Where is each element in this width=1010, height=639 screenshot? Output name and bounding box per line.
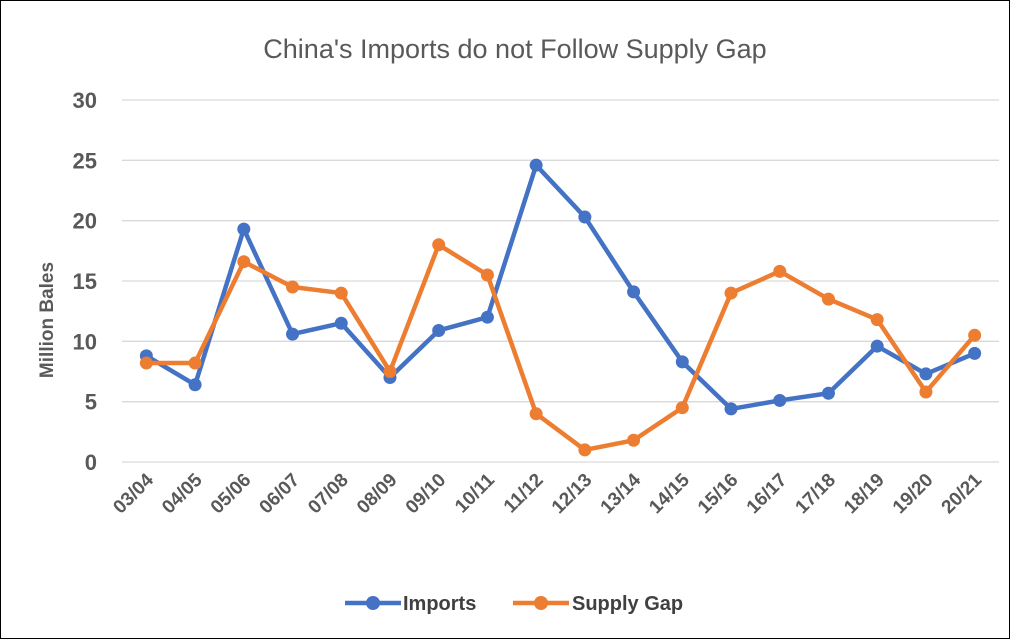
data-point — [578, 210, 592, 224]
data-point — [724, 402, 738, 416]
data-point — [529, 407, 543, 421]
data-point — [188, 356, 202, 370]
x-tick-label: 20/21 — [938, 469, 987, 518]
x-axis-ticks: 03/04 04/05 05/06 06/07 07/08 08/09 09/10 10/11… — [109, 469, 986, 518]
data-point — [968, 328, 982, 342]
x-tick-label: 19/20 — [889, 470, 937, 518]
legend-item: Supply Gap — [513, 593, 683, 615]
y-tick-label: 5 — [85, 390, 97, 415]
data-point — [578, 443, 592, 457]
data-point — [480, 310, 494, 324]
data-point — [286, 327, 300, 341]
data-point — [286, 280, 300, 294]
legend: Imports Supply Gap — [345, 593, 683, 615]
x-tick-label: 07/08 — [304, 470, 352, 518]
legend-label: Supply Gap — [572, 593, 683, 615]
y-tick-label: 25 — [73, 148, 97, 173]
data-point — [627, 285, 641, 299]
x-tick-label: 14/15 — [645, 469, 694, 518]
data-point — [919, 385, 933, 399]
data-point — [919, 367, 933, 381]
data-point — [432, 238, 446, 252]
y-tick-label: 30 — [73, 88, 97, 113]
series-lines — [139, 158, 982, 457]
y-axis-ticks: 0 5 10 15 20 25 30 — [73, 88, 97, 475]
series-line — [146, 242, 977, 453]
legend-marker — [534, 596, 548, 610]
data-point — [237, 255, 251, 269]
data-point — [870, 313, 884, 327]
y-tick-label: 0 — [85, 450, 97, 475]
data-point — [821, 386, 835, 400]
chart-title: China's Imports do not Follow Supply Gap — [263, 34, 766, 64]
data-point — [237, 222, 251, 236]
data-point — [773, 264, 787, 278]
x-tick-label: 12/13 — [548, 470, 596, 518]
data-point — [529, 158, 543, 172]
series-supply-gap — [139, 238, 982, 457]
data-point — [675, 401, 689, 415]
data-point — [821, 292, 835, 306]
x-tick-label: 17/18 — [792, 470, 840, 518]
y-tick-label: 15 — [73, 269, 97, 294]
data-point — [870, 339, 884, 353]
x-tick-label: 08/09 — [353, 470, 401, 518]
x-tick-label: 13/14 — [597, 469, 646, 518]
series-line — [145, 162, 976, 412]
data-point — [675, 355, 689, 369]
x-tick-label: 18/19 — [840, 470, 888, 518]
x-tick-label: 10/11 — [451, 469, 499, 517]
x-tick-label: 09/10 — [402, 470, 450, 518]
legend-marker — [366, 596, 380, 610]
data-point — [139, 356, 153, 370]
x-tick-label: 04/05 — [158, 469, 207, 518]
data-point — [968, 346, 982, 360]
data-point — [627, 433, 641, 447]
y-tick-label: 20 — [73, 209, 97, 234]
data-point — [773, 393, 787, 407]
x-tick-label: 03/04 — [109, 469, 158, 518]
data-point — [334, 316, 348, 330]
x-tick-label: 16/17 — [743, 470, 791, 518]
y-tick-label: 10 — [73, 329, 97, 354]
data-point — [334, 286, 348, 300]
x-tick-label: 05/06 — [207, 470, 255, 518]
data-point — [480, 268, 494, 282]
x-tick-label: 11/12 — [500, 470, 548, 518]
legend-label: Imports — [403, 593, 476, 615]
legend-item: Imports — [345, 593, 476, 615]
gridlines — [122, 99, 999, 463]
data-point — [724, 286, 738, 300]
data-point — [188, 378, 202, 392]
series-imports — [139, 158, 982, 416]
x-tick-label: 15/16 — [694, 470, 742, 518]
data-point — [432, 323, 446, 337]
y-axis-label: Million Bales — [37, 262, 58, 378]
data-point — [383, 365, 397, 378]
x-tick-label: 06/07 — [256, 470, 304, 518]
